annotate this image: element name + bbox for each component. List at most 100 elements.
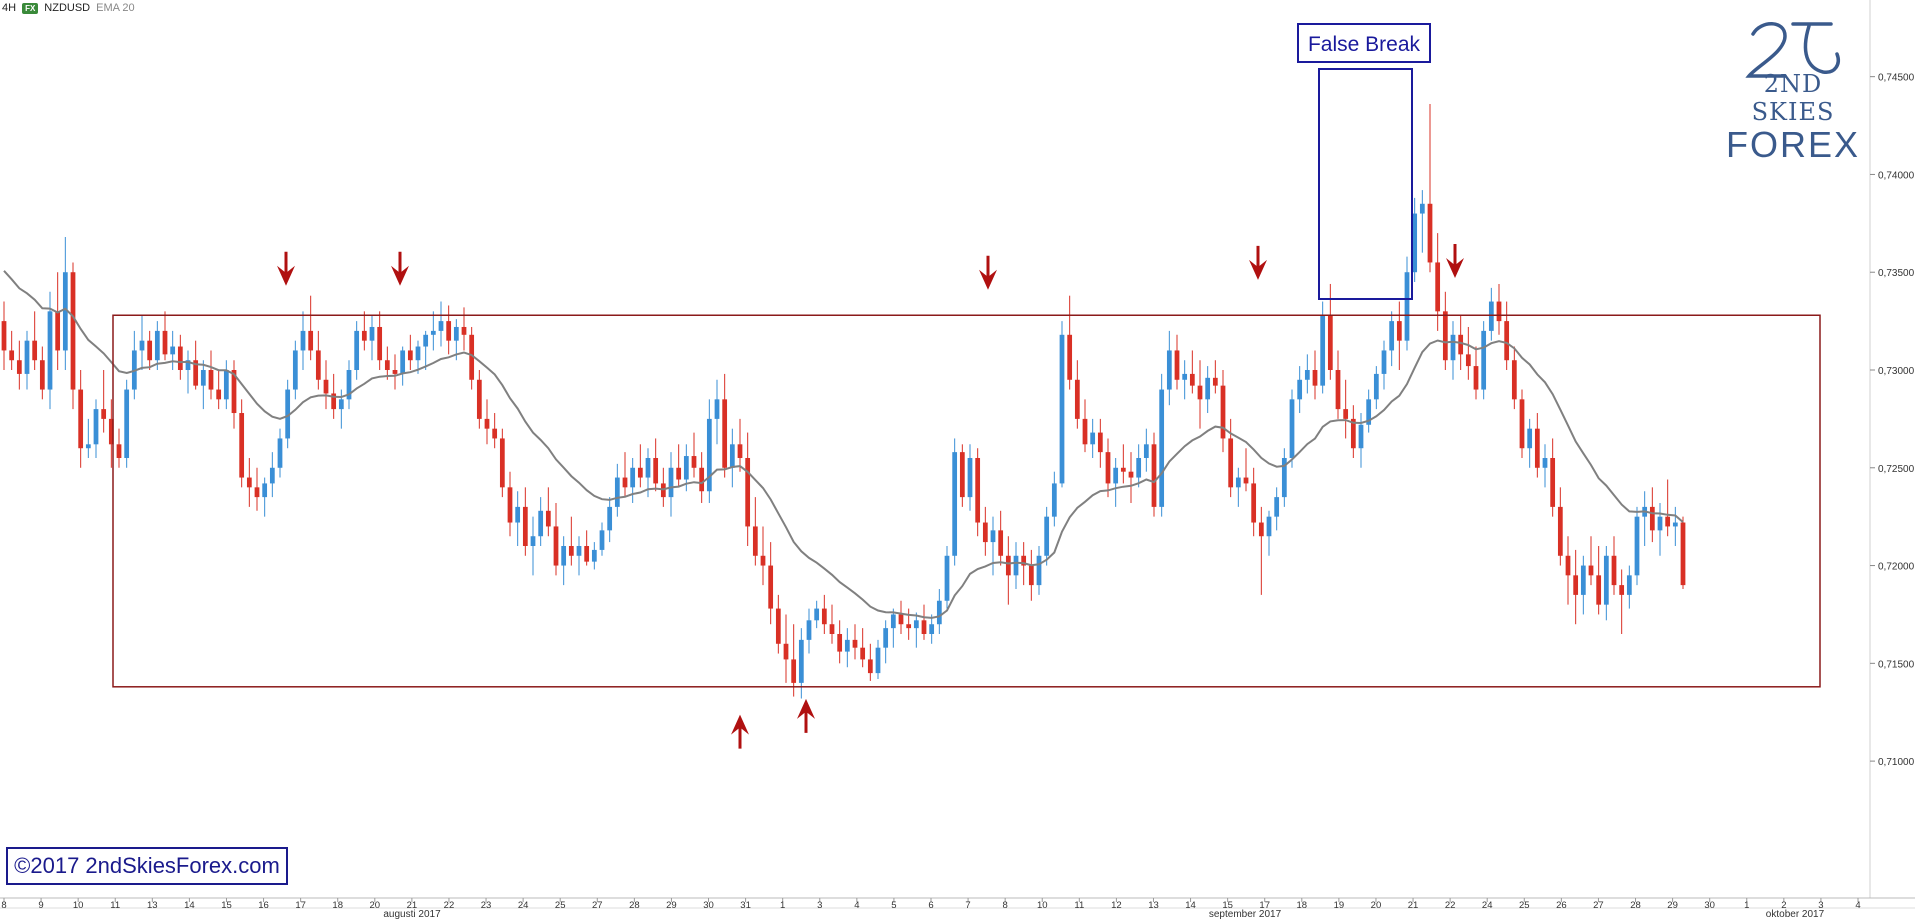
candle-body bbox=[1626, 575, 1632, 595]
x-tick-label: 31 bbox=[740, 900, 751, 911]
candle-body bbox=[1588, 565, 1594, 576]
candle-body bbox=[936, 600, 942, 625]
x-tick-label: 21 bbox=[407, 900, 418, 911]
candle-body bbox=[185, 360, 191, 370]
x-tick-label: 11 bbox=[110, 900, 120, 911]
candle-body bbox=[346, 370, 352, 400]
candle-body bbox=[1488, 301, 1494, 331]
support-arrow-icon bbox=[731, 714, 749, 749]
candle-body bbox=[1297, 379, 1303, 400]
candle-body bbox=[1396, 321, 1402, 341]
candle-body bbox=[1519, 399, 1525, 449]
candle-body bbox=[1059, 334, 1065, 484]
x-tick-label: 27 bbox=[1593, 900, 1604, 911]
candle-body bbox=[392, 370, 398, 374]
x-tick-label: 16 bbox=[258, 900, 269, 911]
candle-body bbox=[223, 370, 229, 400]
logo-emblem-icon bbox=[1745, 22, 1840, 78]
candle-body bbox=[269, 467, 275, 484]
candle-body bbox=[952, 452, 958, 556]
candle-body bbox=[384, 360, 390, 370]
y-tick-label: 0,74500 bbox=[1878, 73, 1915, 84]
x-tick-label: 9 bbox=[38, 900, 43, 911]
x-tick-label: 1 bbox=[780, 900, 785, 911]
resistance-arrow-icon bbox=[1249, 245, 1267, 280]
candle-body bbox=[208, 370, 214, 390]
x-tick-label: 17 bbox=[1259, 900, 1270, 911]
candle-body bbox=[607, 506, 613, 531]
candle-body bbox=[1182, 373, 1188, 380]
candle-body bbox=[906, 624, 912, 629]
x-tick-label: 4 bbox=[854, 900, 859, 911]
candle-body bbox=[93, 409, 99, 445]
candle-body bbox=[1458, 334, 1464, 355]
candle-body bbox=[752, 526, 758, 556]
x-tick-label: 10 bbox=[73, 900, 84, 911]
candle-body bbox=[1473, 366, 1479, 390]
candle-body bbox=[1511, 360, 1517, 400]
candle-body bbox=[1542, 458, 1548, 468]
x-tick-label: 3 bbox=[1818, 900, 1823, 911]
symbol-label[interactable]: NZDUSD bbox=[44, 2, 91, 14]
candle-body bbox=[1419, 203, 1425, 214]
candle-body bbox=[1550, 458, 1556, 507]
candle-body bbox=[1496, 301, 1502, 322]
candle-body bbox=[898, 614, 904, 625]
x-tick-label: 24 bbox=[1482, 900, 1493, 911]
candle-body bbox=[101, 409, 107, 419]
x-tick-label: 15 bbox=[1222, 900, 1233, 911]
candle-body bbox=[1504, 321, 1510, 361]
candle-body bbox=[446, 321, 452, 341]
candle-body bbox=[545, 510, 551, 527]
x-tick-label: 29 bbox=[666, 900, 677, 911]
candle-body bbox=[1611, 555, 1617, 586]
candle-body bbox=[400, 350, 406, 374]
timeframe-label[interactable]: 4H bbox=[2, 2, 17, 14]
x-tick-label: 18 bbox=[1297, 900, 1308, 911]
candle-body bbox=[16, 360, 22, 374]
candle-body bbox=[1281, 458, 1287, 498]
x-tick-label: 23 bbox=[481, 900, 492, 911]
candle-body bbox=[614, 477, 620, 507]
brand-logo: 2ND SKIES FOREX bbox=[1723, 12, 1863, 165]
candle-body bbox=[162, 330, 168, 355]
candle-body bbox=[645, 458, 651, 478]
candle-body bbox=[438, 321, 444, 331]
x-tick-label: 14 bbox=[184, 900, 195, 911]
candle-body bbox=[1634, 516, 1640, 576]
candle-body bbox=[300, 330, 306, 351]
candle-body bbox=[676, 467, 682, 480]
candle-body bbox=[1097, 432, 1103, 453]
candle-body bbox=[1128, 471, 1134, 478]
x-tick-label: 25 bbox=[555, 900, 566, 911]
y-tick-label: 0,71500 bbox=[1878, 659, 1915, 670]
candle-body bbox=[216, 389, 222, 400]
x-tick-label: 30 bbox=[1704, 900, 1715, 911]
candle-body bbox=[890, 614, 896, 629]
candle-body bbox=[369, 326, 375, 341]
candle-body bbox=[1189, 373, 1195, 386]
candle-body bbox=[530, 536, 536, 546]
candle-body bbox=[1113, 467, 1119, 484]
x-tick-label: 21 bbox=[1408, 900, 1419, 911]
false-break-label: False Break bbox=[1308, 33, 1421, 56]
x-tick-label: 24 bbox=[518, 900, 529, 911]
candle-body bbox=[1327, 315, 1333, 370]
candle-body bbox=[699, 467, 705, 492]
x-tick-label: 11 bbox=[1074, 900, 1084, 911]
candle-body bbox=[1565, 555, 1571, 576]
candle-body bbox=[55, 311, 61, 351]
candle-body bbox=[706, 418, 712, 492]
candle-body bbox=[323, 379, 329, 394]
candle-body bbox=[1603, 555, 1609, 605]
candle-body bbox=[1266, 516, 1272, 537]
candle-body bbox=[1090, 432, 1096, 445]
candle-body bbox=[1527, 428, 1533, 449]
candle-body bbox=[453, 326, 459, 341]
candle-body bbox=[1036, 555, 1042, 586]
x-tick-label: 13 bbox=[1148, 900, 1159, 911]
ema-20-line bbox=[3, 270, 1684, 619]
fx-badge-icon: FX bbox=[22, 2, 39, 14]
candle-body bbox=[277, 438, 283, 468]
indicator-label[interactable]: EMA 20 bbox=[96, 2, 135, 14]
